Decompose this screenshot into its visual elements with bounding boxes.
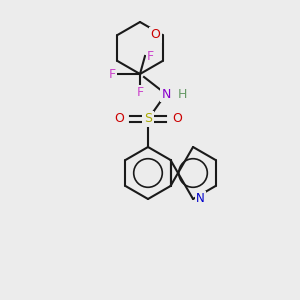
Text: S: S bbox=[144, 112, 152, 125]
Text: O: O bbox=[172, 112, 182, 125]
Text: F: F bbox=[136, 86, 144, 99]
Text: N: N bbox=[161, 88, 171, 100]
Text: O: O bbox=[114, 112, 124, 125]
Text: N: N bbox=[196, 193, 205, 206]
Text: F: F bbox=[109, 68, 116, 80]
Text: O: O bbox=[151, 28, 160, 41]
Text: F: F bbox=[147, 50, 154, 62]
Text: H: H bbox=[178, 88, 188, 100]
